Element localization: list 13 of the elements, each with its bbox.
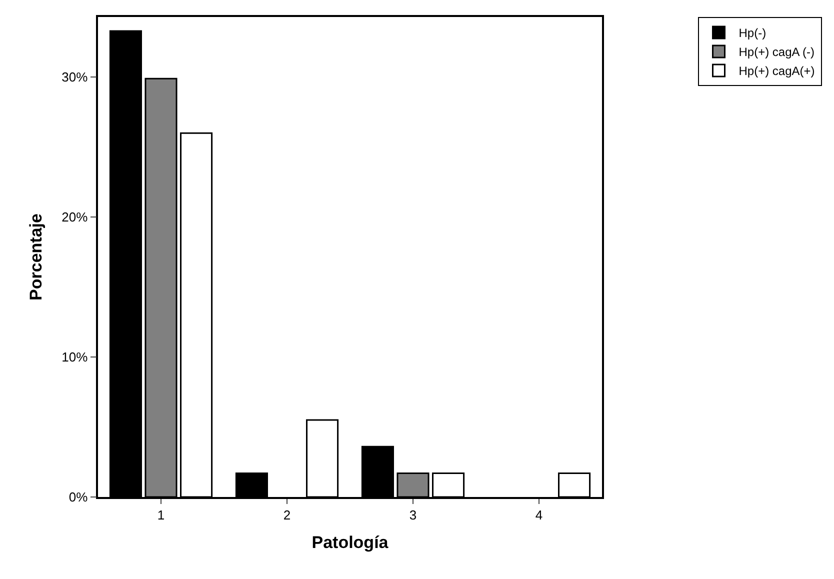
- x-tick-label: 2: [283, 507, 291, 522]
- y-tick-label: 10%: [62, 350, 88, 365]
- y-tick-label: 0%: [68, 490, 88, 505]
- legend-label: Hp(+) cagA(+): [738, 64, 815, 78]
- legend-label: Hp(-): [738, 26, 766, 40]
- y-tick-label: 30%: [62, 70, 88, 85]
- y-tick-label: 20%: [62, 210, 88, 225]
- x-tick-label: 1: [157, 507, 165, 522]
- x-axis-title: Patología: [312, 533, 389, 552]
- y-axis-title: Porcentaje: [26, 214, 46, 300]
- legend-label: Hp(+) cagA (-): [738, 45, 814, 60]
- x-tick-label: 4: [535, 507, 543, 522]
- x-tick-label: 3: [409, 507, 417, 522]
